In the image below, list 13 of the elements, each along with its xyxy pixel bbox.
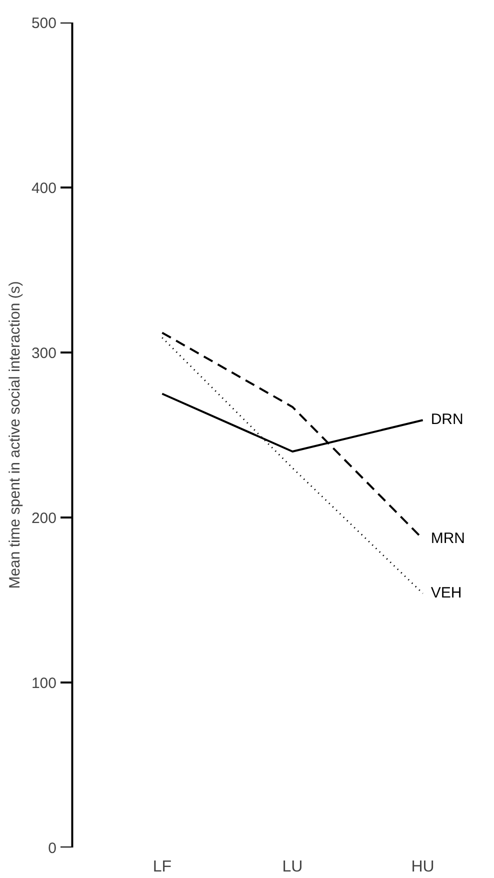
y-tick-label: 100 xyxy=(31,675,57,692)
x-tick-label: LU xyxy=(282,858,303,876)
x-tick-label: HU xyxy=(411,858,434,876)
x-tick-label: LF xyxy=(152,858,172,876)
series-label: DRN xyxy=(430,411,464,428)
y-tick-label: 400 xyxy=(31,180,57,197)
y-tick-label: 0 xyxy=(48,840,56,857)
y-tick-label: 300 xyxy=(31,345,57,362)
series-label: VEH xyxy=(430,584,462,602)
y-tick-label: 500 xyxy=(31,15,57,32)
y-tick-label: 200 xyxy=(31,510,57,527)
y-axis-title: Mean time spent in active social interaction (s) xyxy=(6,281,24,589)
series-label: MRN xyxy=(430,530,465,547)
